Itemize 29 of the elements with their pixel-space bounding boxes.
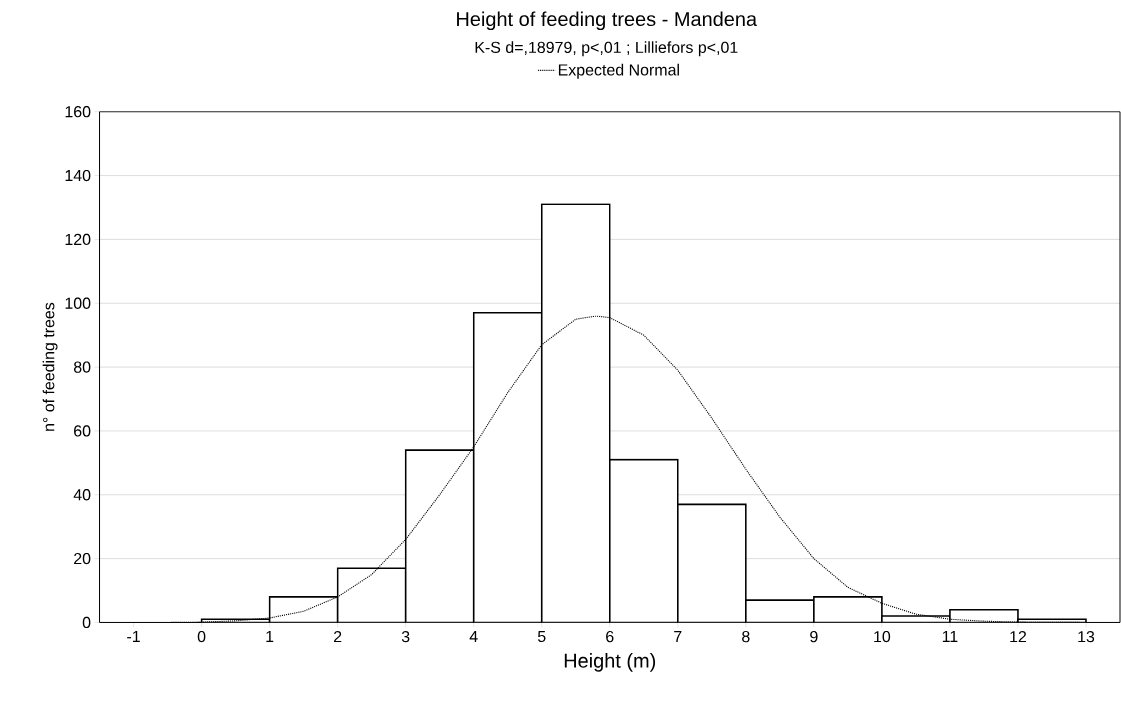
x-tick-label: 6: [606, 630, 614, 643]
x-tick-label: 12: [1010, 630, 1027, 642]
x-tick-label: 8: [742, 630, 750, 643]
x-tick-label: 7: [674, 630, 682, 642]
x-tick-label: 10: [874, 630, 891, 643]
y-tick-label: 0: [82, 616, 91, 628]
x-tick-label: 4: [469, 630, 478, 642]
y-tick-label: 120: [65, 233, 91, 245]
x-tick-label: 5: [537, 630, 546, 642]
x-tick-label: 9: [810, 630, 818, 643]
x-tick-label: 0: [197, 630, 206, 643]
x-tick-label: 2: [334, 630, 342, 642]
y-tick-label: 100: [65, 297, 91, 309]
x-axis-title: Height (m): [564, 652, 656, 672]
legend-label: Expected Normal: [558, 63, 679, 79]
chart-subtitle: K-S d=,18979, p<,01 ; Lilliefors p<,01: [475, 41, 738, 57]
y-tick-label: 140: [65, 169, 91, 182]
y-tick-label: 80: [73, 361, 91, 373]
y-tick-label: 20: [74, 552, 91, 565]
y-axis-title: n° of feeding trees: [42, 302, 58, 431]
chart-title: Height of feeding trees - Mandena: [457, 11, 758, 30]
x-tick-label: -1: [127, 630, 140, 642]
x-tick-label: 1: [266, 630, 274, 642]
x-tick-label: 3: [401, 630, 410, 643]
y-tick-label: 60: [74, 425, 91, 437]
y-tick-label: 160: [65, 105, 91, 118]
y-tick-label: 40: [73, 489, 91, 501]
x-tick-label: 13: [1078, 630, 1095, 643]
x-tick-label: 11: [942, 630, 958, 642]
